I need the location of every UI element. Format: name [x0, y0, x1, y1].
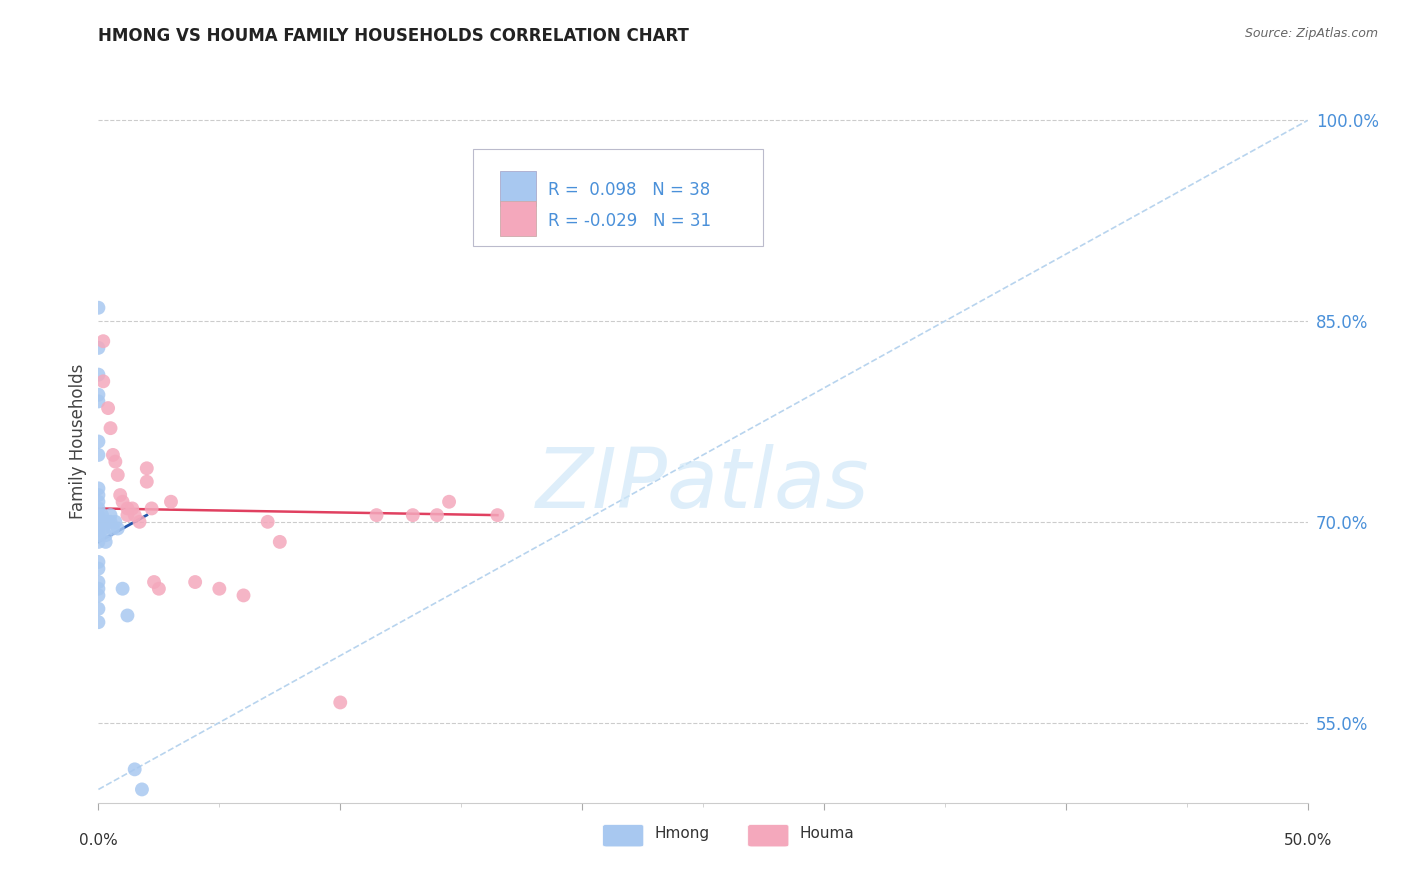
Point [329, 696, 352, 710]
Point [117, 501, 139, 516]
Point [87, 582, 110, 596]
Text: HMONG VS HOUMA FAMILY HOUSEHOLDS CORRELATION CHART: HMONG VS HOUMA FAMILY HOUSEHOLDS CORRELA… [98, 27, 689, 45]
FancyBboxPatch shape [474, 149, 763, 246]
Point [269, 534, 291, 549]
Text: ZIPatlas: ZIPatlas [536, 444, 870, 525]
Point [87, 574, 110, 589]
Point [87, 494, 110, 508]
Point [100, 421, 122, 435]
Point [184, 574, 207, 589]
Point [91, 515, 114, 529]
Point [87, 508, 110, 523]
Point [232, 589, 254, 603]
Point [87, 515, 110, 529]
Point [87, 434, 110, 449]
Point [117, 508, 139, 523]
Point [143, 574, 166, 589]
Point [87, 528, 110, 542]
Point [101, 521, 124, 535]
Point [91, 521, 114, 535]
Point [94, 528, 117, 542]
Point [91, 334, 114, 349]
Point [111, 494, 134, 508]
Point [437, 494, 460, 508]
Point [87, 448, 110, 462]
Point [87, 521, 110, 535]
Y-axis label: Family Households: Family Households [69, 364, 87, 519]
Point [100, 508, 122, 523]
Point [91, 508, 114, 523]
Point [104, 455, 127, 469]
Point [402, 508, 425, 523]
Point [160, 494, 183, 508]
Point [366, 508, 388, 523]
Point [87, 301, 110, 315]
Point [87, 615, 110, 630]
Point [124, 762, 146, 776]
FancyBboxPatch shape [501, 171, 536, 205]
Point [87, 482, 110, 496]
Point [94, 534, 117, 549]
Text: Hmong: Hmong [655, 826, 710, 840]
Point [87, 501, 110, 516]
Point [124, 508, 146, 523]
FancyBboxPatch shape [748, 824, 789, 847]
Point [87, 589, 110, 603]
Point [128, 515, 150, 529]
Point [104, 515, 127, 529]
Point [87, 562, 110, 576]
Point [87, 368, 110, 382]
Point [87, 387, 110, 401]
Text: 50.0%: 50.0% [1284, 833, 1331, 848]
Point [117, 608, 139, 623]
FancyBboxPatch shape [603, 824, 644, 847]
Point [148, 582, 170, 596]
Point [100, 515, 122, 529]
Point [135, 461, 157, 475]
Text: R =  0.098   N = 38: R = 0.098 N = 38 [548, 181, 710, 200]
Point [87, 341, 110, 355]
Point [87, 488, 110, 502]
Text: R = -0.029   N = 31: R = -0.029 N = 31 [548, 211, 711, 230]
Point [121, 501, 143, 516]
Point [97, 515, 120, 529]
Point [141, 501, 163, 516]
Point [486, 508, 509, 523]
Point [101, 448, 124, 462]
Point [108, 488, 131, 502]
Point [131, 782, 153, 797]
Point [107, 521, 129, 535]
Point [426, 508, 449, 523]
Point [208, 582, 231, 596]
Point [87, 602, 110, 616]
Text: 0.0%: 0.0% [79, 833, 118, 848]
Point [87, 555, 110, 569]
FancyBboxPatch shape [501, 202, 536, 235]
Point [91, 374, 114, 388]
Point [87, 534, 110, 549]
Point [111, 582, 134, 596]
Point [256, 515, 278, 529]
Point [107, 467, 129, 482]
Point [135, 475, 157, 489]
Point [97, 401, 120, 415]
Point [87, 394, 110, 409]
Text: Source: ZipAtlas.com: Source: ZipAtlas.com [1244, 27, 1378, 40]
Text: Houma: Houma [800, 826, 855, 840]
